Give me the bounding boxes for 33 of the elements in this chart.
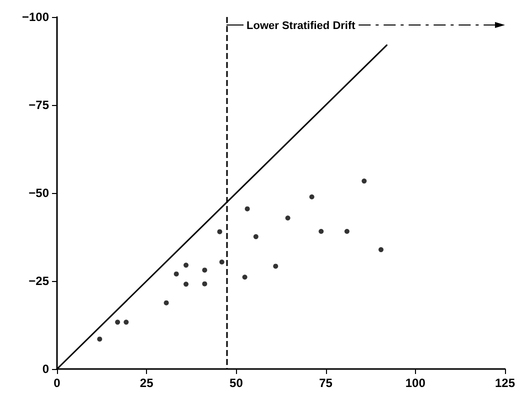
point	[115, 320, 120, 325]
point	[219, 259, 224, 264]
point	[362, 178, 367, 184]
point	[285, 215, 290, 220]
point	[202, 268, 208, 273]
point	[174, 271, 179, 276]
point	[318, 228, 324, 234]
y-tick-label: 0	[42, 362, 50, 376]
point	[164, 300, 169, 306]
point	[124, 320, 129, 325]
point	[202, 281, 208, 286]
x-tick-label: 100	[405, 376, 426, 390]
point	[244, 206, 250, 212]
point	[97, 336, 102, 342]
point	[184, 282, 189, 287]
y-tick-label: −100	[22, 10, 50, 24]
y-tick-label: −25	[28, 274, 50, 288]
x-tick-label: 75	[319, 376, 333, 390]
x-tick-label: 0	[54, 376, 61, 390]
point	[184, 262, 189, 268]
y-tick-label: −75	[28, 98, 50, 112]
point	[242, 274, 248, 280]
x-tick-label: 25	[140, 376, 154, 390]
ref-line-label: Lower Stratified Drift	[246, 20, 356, 32]
y-tick-label: −50	[28, 186, 50, 200]
point	[217, 229, 222, 234]
point	[273, 264, 278, 269]
point	[253, 234, 258, 240]
x-tick-label: 125	[494, 376, 516, 390]
point	[378, 247, 384, 252]
x-tick-label: 50	[230, 376, 244, 390]
point	[344, 228, 350, 234]
point	[309, 194, 314, 200]
